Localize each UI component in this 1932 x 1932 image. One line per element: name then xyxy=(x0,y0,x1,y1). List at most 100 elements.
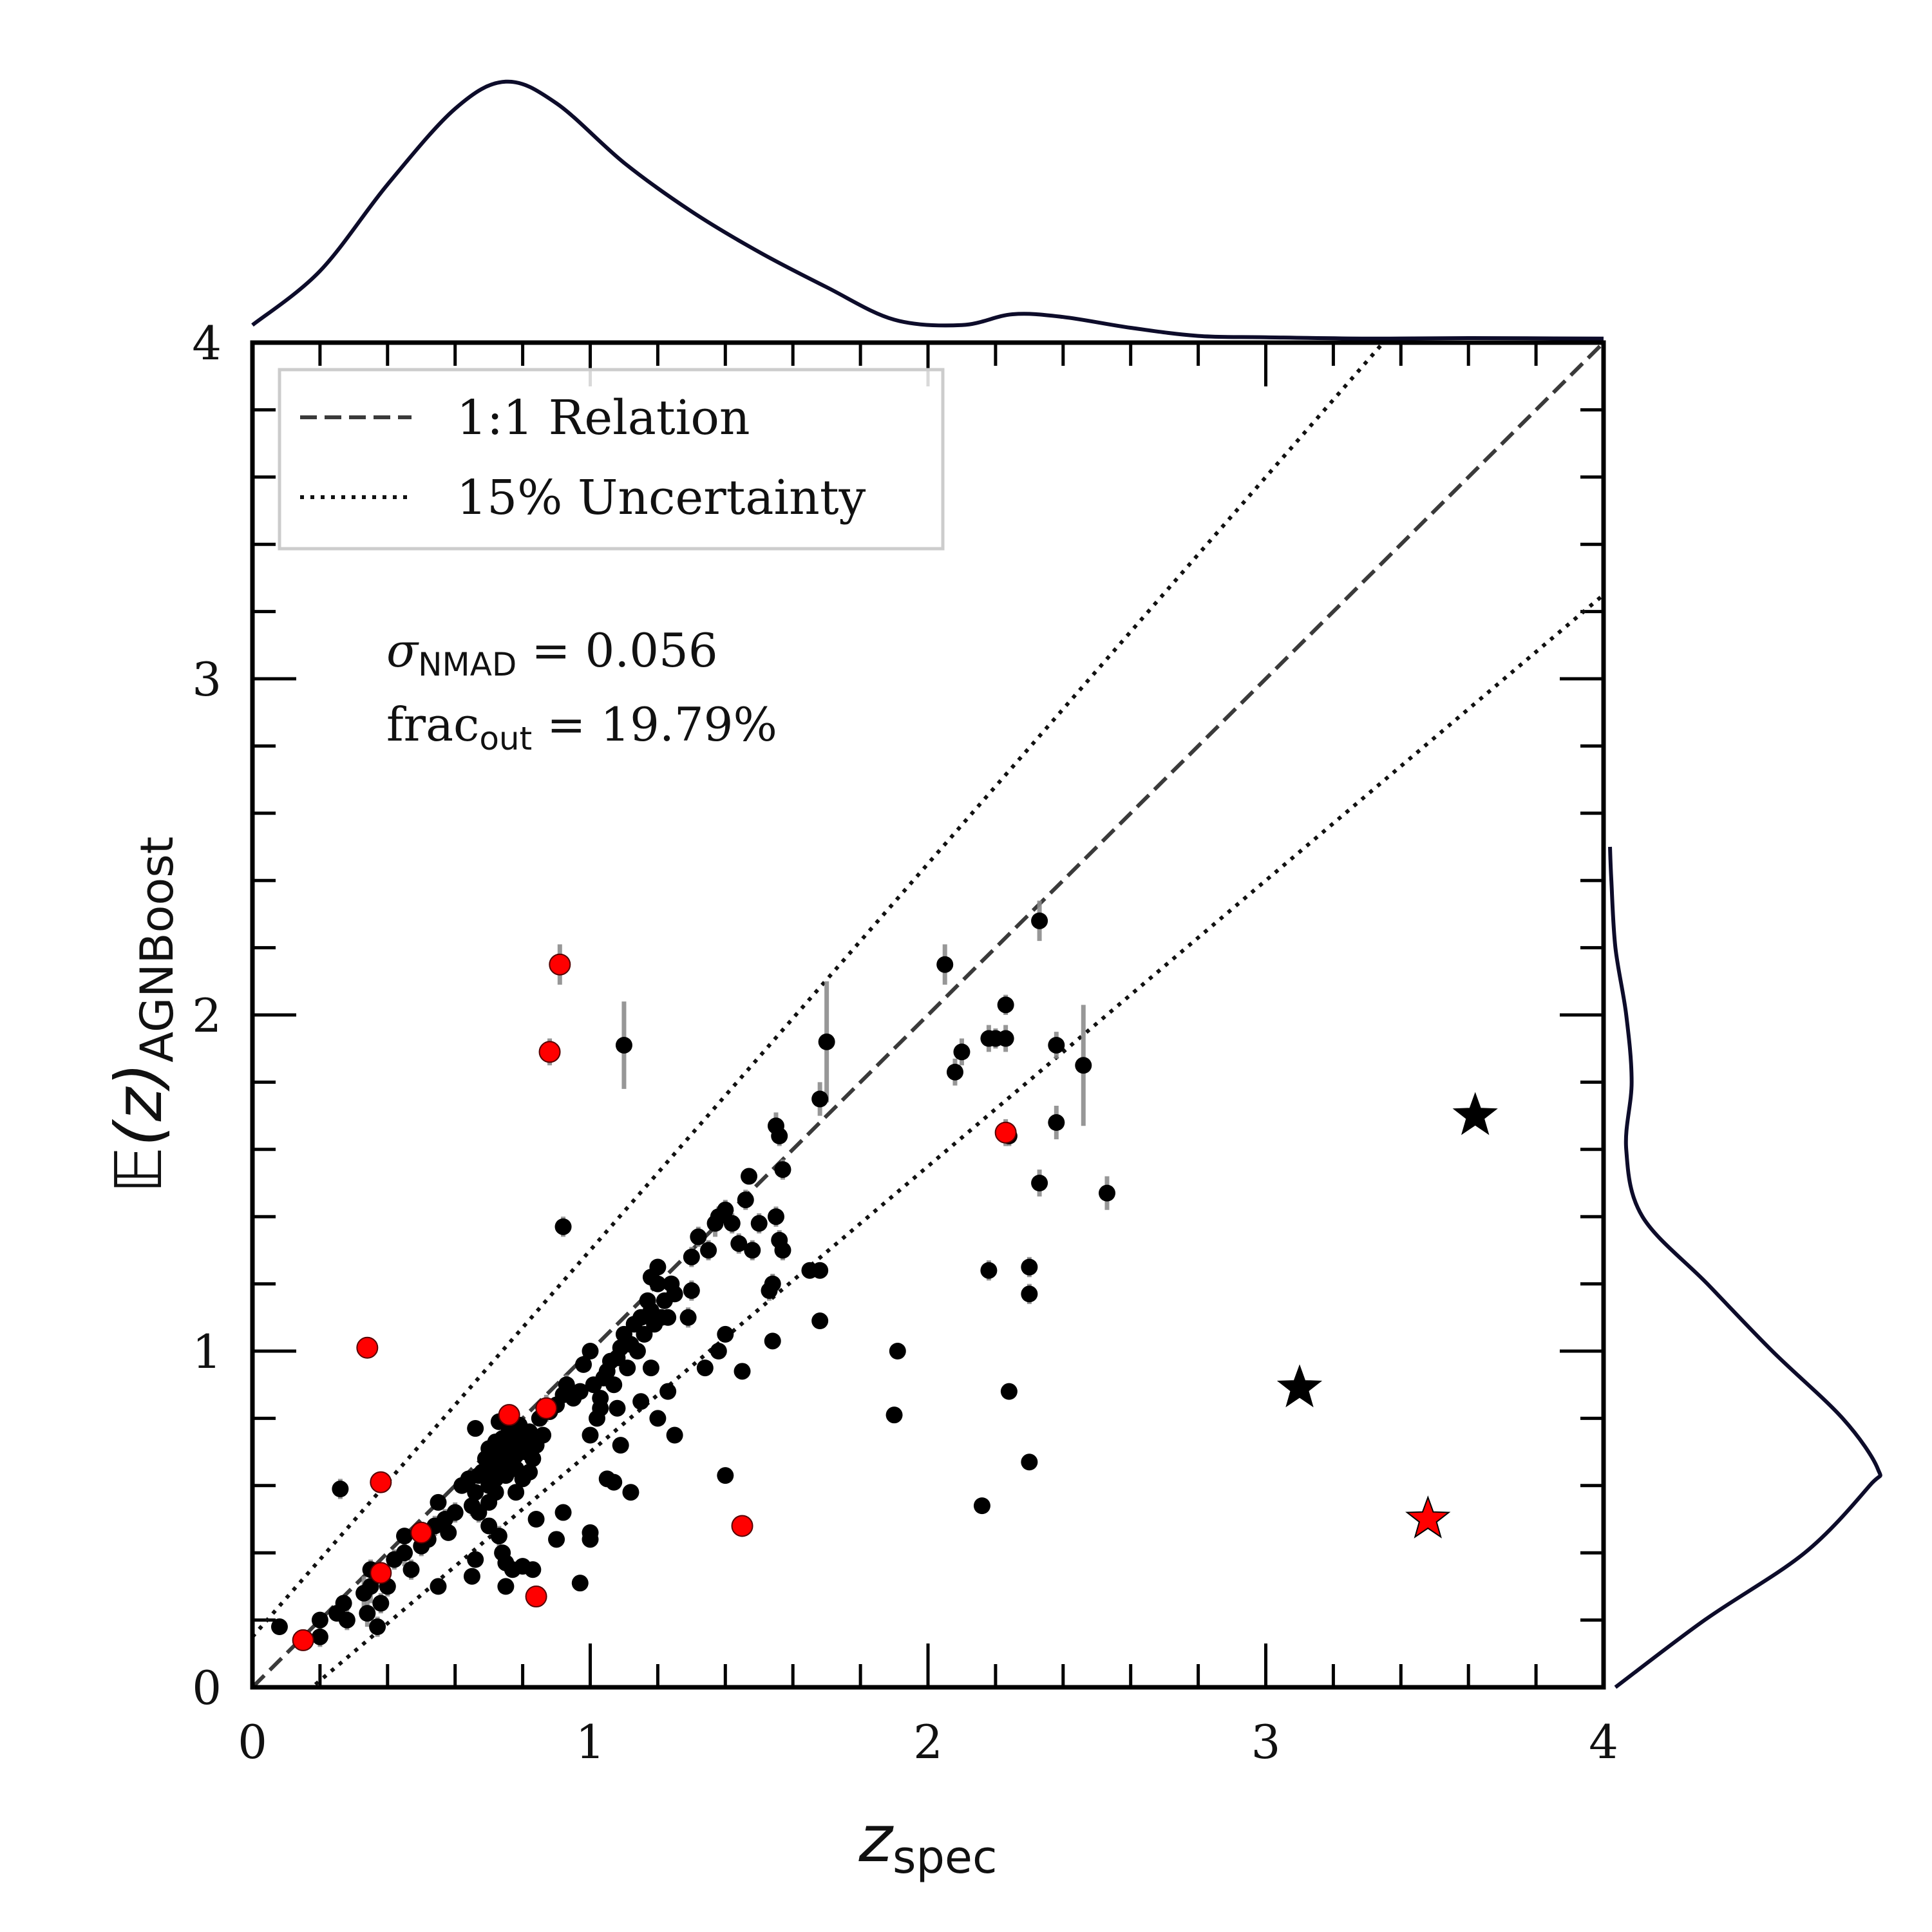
data-point xyxy=(571,1575,589,1592)
data-point xyxy=(997,1030,1014,1047)
data-point xyxy=(811,1312,829,1330)
data-point xyxy=(632,1393,650,1410)
data-point xyxy=(811,1262,829,1279)
data-point xyxy=(521,1463,538,1481)
outlier-point xyxy=(356,1336,379,1359)
data-point xyxy=(683,1248,700,1265)
data-point xyxy=(605,1473,623,1491)
outlier-point xyxy=(410,1521,433,1544)
kde-top xyxy=(251,79,1604,341)
outlier-point xyxy=(731,1515,753,1537)
frac-symbol: frac xyxy=(386,697,479,752)
data-point xyxy=(886,1406,903,1424)
data-point xyxy=(717,1467,734,1484)
y-tick-label: 0 xyxy=(192,1661,222,1715)
frac-value: = 19.79% xyxy=(532,697,777,752)
data-point xyxy=(642,1359,659,1377)
data-point xyxy=(1048,1036,1065,1054)
data-point xyxy=(666,1426,683,1444)
data-point xyxy=(270,1618,288,1636)
data-point xyxy=(521,1423,538,1441)
data-point xyxy=(717,1201,734,1218)
data-point xyxy=(659,1309,677,1326)
legend: 1:1 Relation 15% Uncertainty xyxy=(278,368,945,551)
data-point xyxy=(446,1504,464,1521)
kde-right xyxy=(1608,846,1882,1689)
data-point xyxy=(764,1332,781,1350)
x-axis-label-sub: spec xyxy=(893,1831,997,1884)
data-point xyxy=(710,1343,727,1359)
data-point xyxy=(1000,1383,1018,1400)
legend-label-relation: 1:1 Relation xyxy=(457,390,750,446)
data-point xyxy=(889,1343,906,1359)
data-point xyxy=(622,1484,639,1501)
data-point xyxy=(467,1420,484,1437)
data-point xyxy=(1048,1114,1065,1132)
legend-box xyxy=(278,368,945,551)
data-point xyxy=(396,1528,413,1545)
lower-uncertainty-line xyxy=(308,593,1604,1687)
y-tick-label: 2 xyxy=(192,989,222,1043)
data-point xyxy=(750,1215,768,1232)
data-point xyxy=(649,1258,667,1276)
points xyxy=(270,912,1498,1651)
data-point xyxy=(487,1484,504,1501)
data-point xyxy=(535,1426,552,1444)
minor-ticks xyxy=(252,343,1604,1687)
data-point xyxy=(582,1531,599,1548)
data-point xyxy=(490,1528,507,1545)
data-point xyxy=(683,1282,700,1300)
data-point xyxy=(467,1484,484,1501)
data-point xyxy=(430,1493,447,1511)
y-axis-label-main: 𝔼(z) xyxy=(101,1063,176,1193)
data-point xyxy=(690,1228,707,1245)
data-point xyxy=(767,1208,784,1226)
data-point xyxy=(527,1511,545,1528)
data-point xyxy=(605,1376,623,1394)
data-point xyxy=(774,1161,791,1179)
data-point xyxy=(811,1090,829,1108)
x-axis-label-main: z xyxy=(858,1801,895,1877)
data-point xyxy=(558,1376,575,1394)
outlier-point xyxy=(525,1586,547,1608)
reference-lines xyxy=(252,343,1604,1687)
data-point xyxy=(592,1399,609,1417)
x-axis-label: zspec xyxy=(858,1801,998,1884)
data-point xyxy=(1075,1057,1092,1074)
data-point xyxy=(507,1484,525,1501)
y-axis-label-sub: AGNBoost xyxy=(131,837,184,1063)
outlier-point xyxy=(549,953,571,976)
sigma-subscript: NMAD xyxy=(418,646,516,683)
data-point xyxy=(524,1450,542,1468)
data-point xyxy=(335,1595,352,1612)
data-point xyxy=(946,1063,963,1081)
data-point xyxy=(338,1611,355,1629)
data-point xyxy=(679,1309,697,1326)
upper-uncertainty-line xyxy=(252,343,1386,1638)
legend-label-uncertainty: 15% Uncertainty xyxy=(457,470,866,526)
outlier-point xyxy=(370,1562,392,1584)
data-point xyxy=(649,1410,667,1427)
data-point xyxy=(761,1282,778,1300)
data-point xyxy=(980,1262,998,1279)
x-tick-label: 3 xyxy=(1251,1715,1281,1769)
data-point xyxy=(497,1578,515,1595)
data-point xyxy=(953,1043,971,1061)
data-point xyxy=(554,1218,572,1235)
outlier-point xyxy=(292,1629,314,1651)
data-point xyxy=(666,1285,683,1303)
data-point xyxy=(1098,1184,1115,1202)
star-point xyxy=(1276,1364,1323,1408)
data-point xyxy=(717,1325,734,1343)
data-point xyxy=(480,1517,498,1535)
data-point xyxy=(723,1215,741,1232)
data-point xyxy=(463,1567,480,1585)
data-point xyxy=(554,1504,572,1521)
data-point xyxy=(582,1426,599,1444)
data-point xyxy=(575,1356,592,1373)
data-point xyxy=(359,1605,376,1622)
y-tick-label: 1 xyxy=(192,1325,222,1379)
data-point xyxy=(619,1359,636,1377)
data-point xyxy=(936,956,954,973)
